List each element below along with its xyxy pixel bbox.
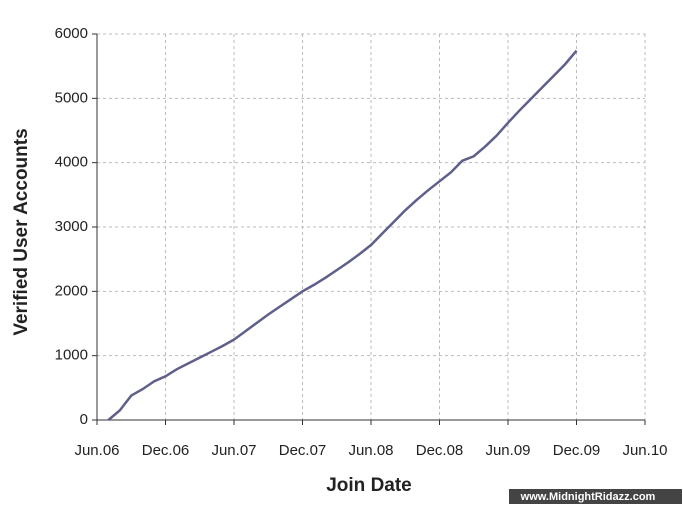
x-tick-label: Dec.06 [142, 442, 190, 459]
x-axis-label: Join Date [326, 475, 412, 496]
watermark-bg [509, 489, 682, 504]
y-tick-label: 2000 [55, 282, 88, 299]
x-tick-label: Jun.10 [622, 442, 667, 459]
x-tick-label: Jun.08 [348, 442, 393, 459]
x-tick-label: Dec.07 [279, 442, 327, 459]
x-tick-label: Jun.07 [211, 442, 256, 459]
y-axis-label: Verified User Accounts [11, 128, 32, 335]
x-tick-label: Jun.06 [74, 442, 119, 459]
y-tick-label: 3000 [55, 218, 88, 235]
y-tick-label: 5000 [55, 89, 88, 106]
x-tick-label: Dec.09 [553, 442, 601, 459]
y-tick-label: 1000 [55, 347, 88, 364]
x-tick-label: Dec.08 [416, 442, 464, 459]
y-tick-label: 4000 [55, 154, 88, 171]
watermark: www.MidnightRidazz.com [520, 491, 656, 503]
data-line [107, 49, 578, 421]
y-tick-label: 0 [80, 411, 88, 428]
y-tick-label: 6000 [55, 25, 88, 42]
x-tick-label: Jun.09 [485, 442, 530, 459]
